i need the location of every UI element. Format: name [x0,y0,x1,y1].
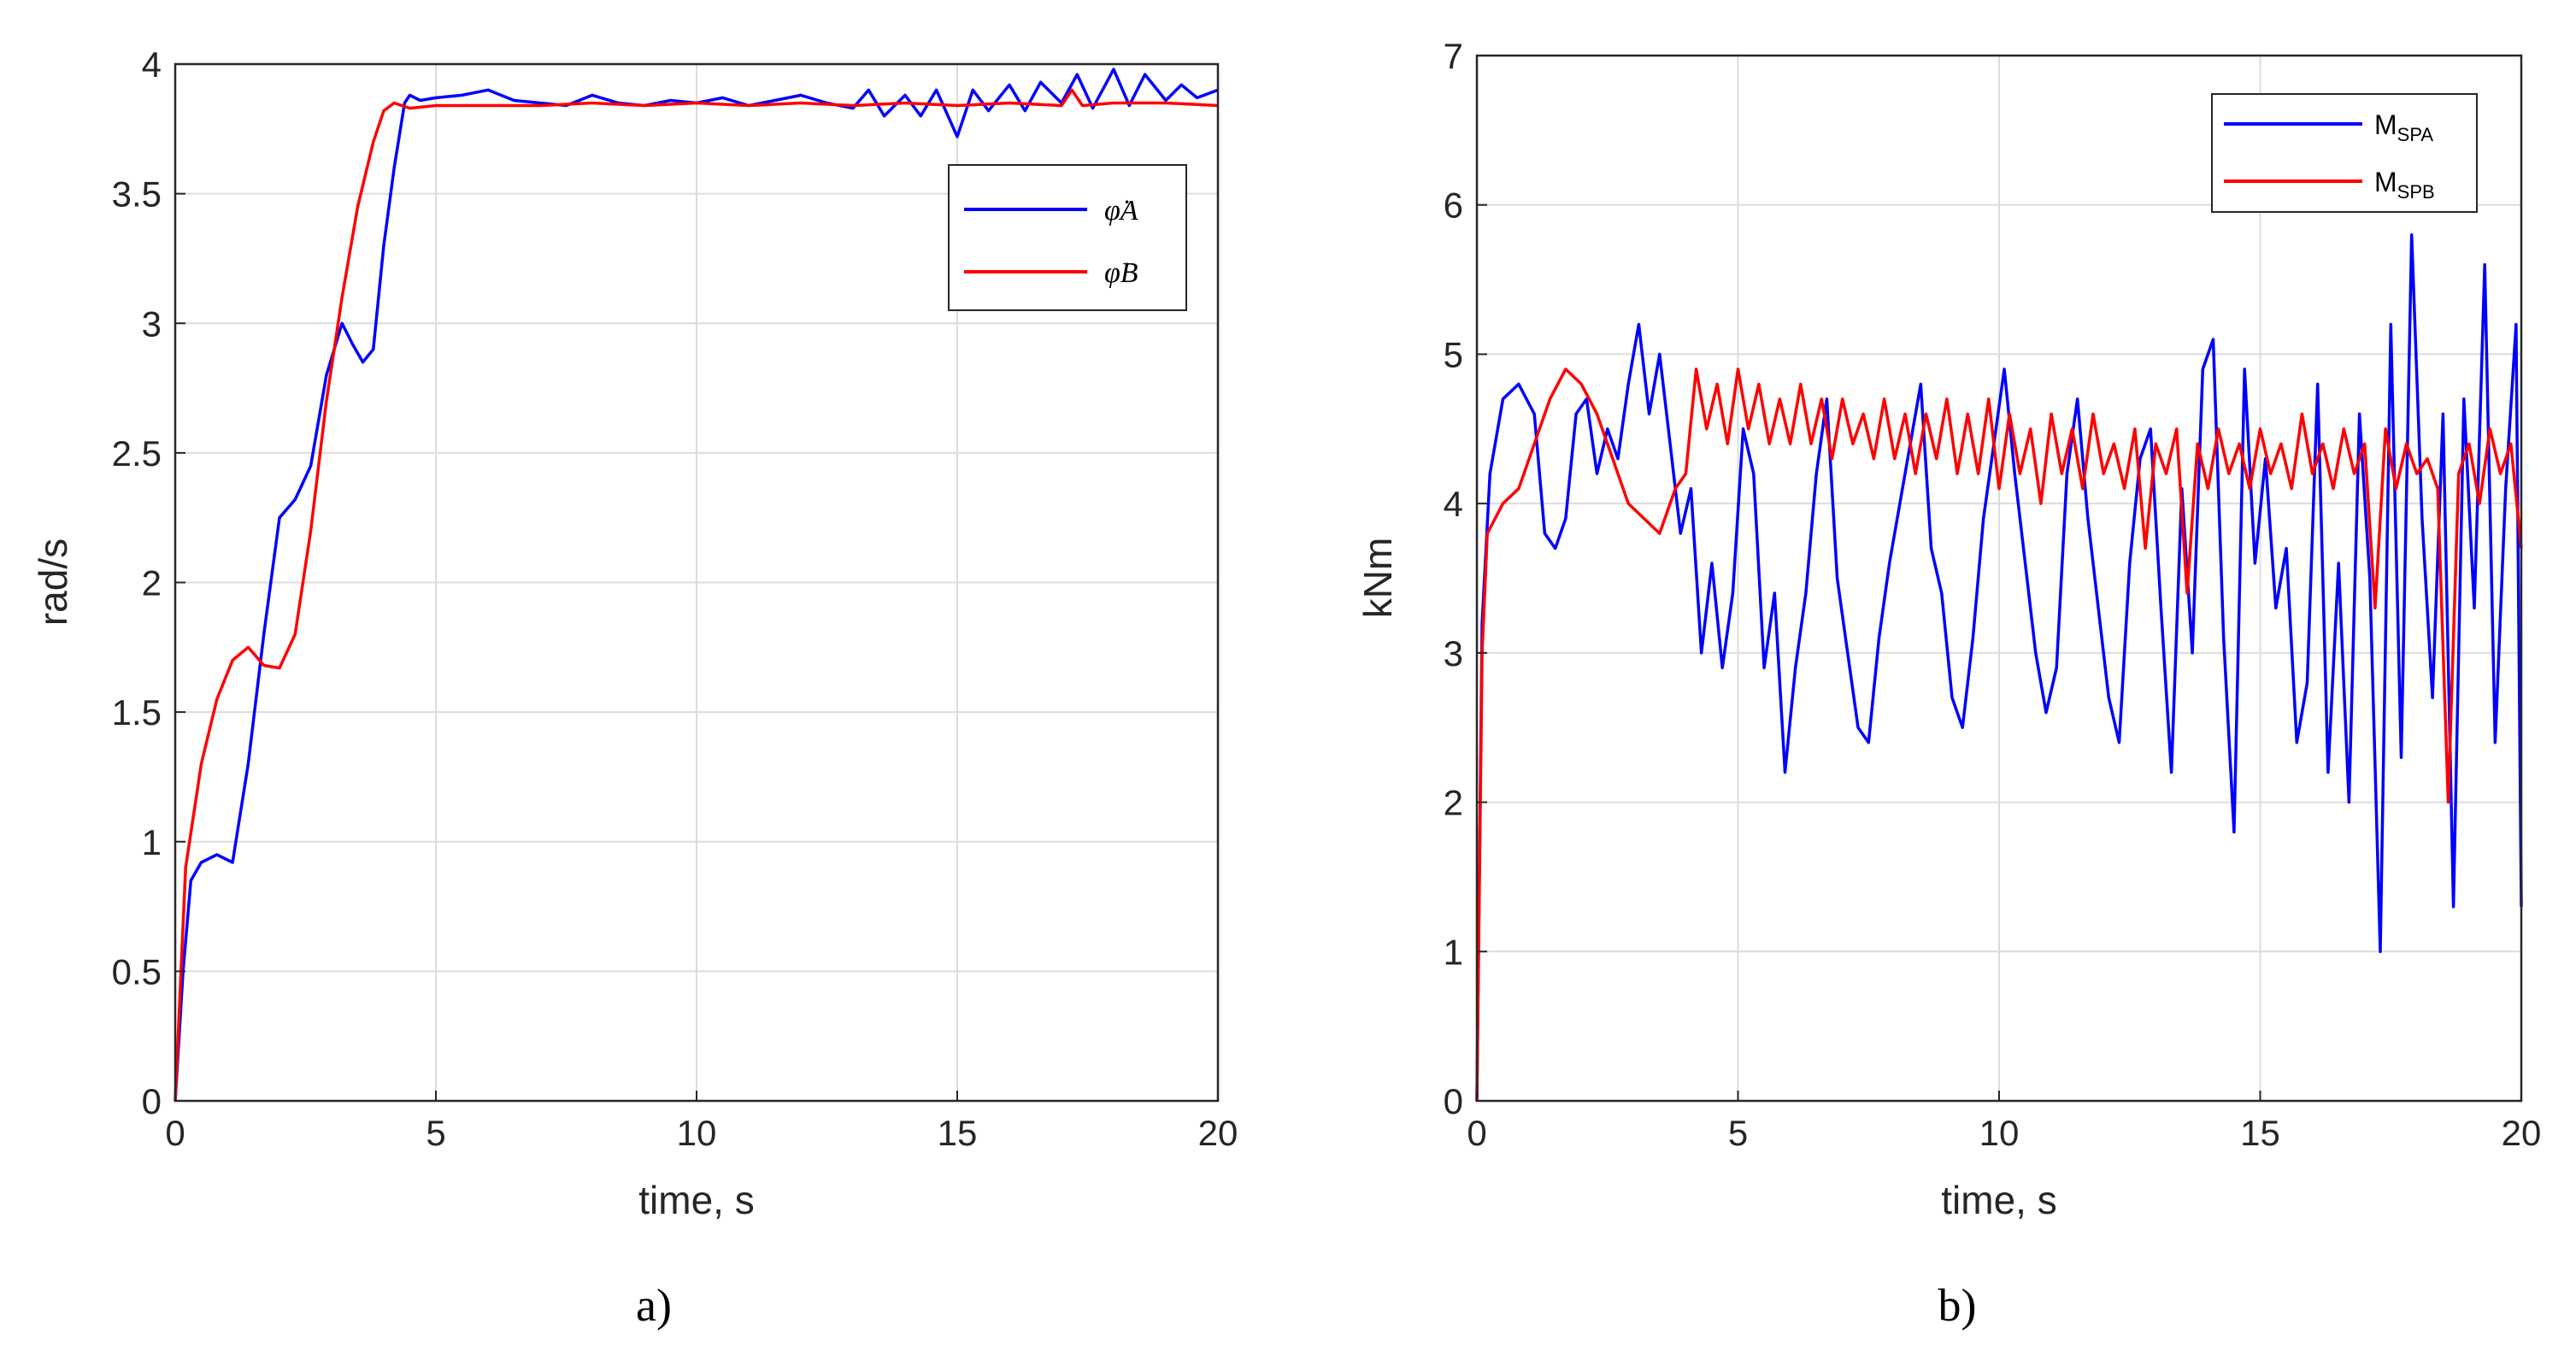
y-tick-label-a: 2.5 [112,433,162,474]
legend-b: MSPA MSPB [2211,93,2478,213]
y-tick-label-b: 0 [1444,1081,1463,1121]
x-tick-label-b: 15 [2240,1113,2280,1153]
y-tick-label-a: 1 [142,822,162,862]
y-tick-label-a: 0 [142,1081,162,1121]
y-tick-label-a: 0.5 [112,951,162,991]
legend-label-mspa: MSPA [2374,109,2433,145]
x-tick-label-b: 10 [1979,1113,2020,1153]
legend-a: φ̇A φ̇B [948,164,1187,311]
series-line-b-0 [1475,232,2523,1102]
x-tick-label-a: 5 [426,1113,445,1153]
legend-label-phiB: φ̇B [1104,257,1138,289]
y-tick-label-b: 4 [1444,484,1463,524]
x-tick-label-a: 0 [165,1113,185,1153]
y-tick-label-a: 2 [142,563,162,603]
y-tick-label-b: 3 [1444,633,1463,674]
y-tick-label-b: 2 [1444,783,1463,823]
y-tick-label-b: 7 [1444,36,1463,76]
series-a [173,68,1219,1102]
legend-label-phiA: φ̇A [1104,195,1138,226]
series-line-a-1 [173,88,1219,1102]
chart-b: 0 5 10 15 20 0 1 2 3 4 5 6 7 time, s kNm MSPA MSPB b… [1356,36,2541,1331]
y-tick-label-a: 3 [142,303,162,344]
y-tick-label-b: 1 [1444,932,1463,972]
ticks-a: 0 5 10 15 20 0 0.5 1 1.5 2 2.5 3 3.5 4 [112,44,1238,1153]
x-tick-label-a: 15 [938,1113,978,1153]
panel-label-b: b) [1938,1280,1977,1331]
y-tick-label-b: 6 [1444,185,1463,226]
panel-label-a: a) [636,1280,672,1331]
legend-box-a [948,164,1187,311]
legend-box-b [2211,93,2478,213]
legend-label-mspb: MSPB [2374,167,2435,203]
y-axis-label-b: kNm [1356,538,1400,619]
x-tick-label-b: 5 [1728,1113,1748,1153]
series-b [1475,232,2523,1102]
y-axis-label-a: rad/s [31,538,75,626]
ticks-b: 0 5 10 15 20 0 1 2 3 4 5 6 7 [1444,36,2542,1153]
y-tick-label-b: 5 [1444,334,1463,374]
x-axis-label-a: time, s [638,1178,754,1222]
x-tick-label-b: 0 [1467,1113,1486,1153]
y-tick-label-a: 4 [142,44,162,85]
x-tick-label-b: 20 [2502,1113,2542,1153]
series-line-b-1 [1475,368,2523,1102]
y-tick-label-a: 3.5 [112,174,162,215]
x-tick-label-a: 20 [1198,1113,1238,1153]
y-tick-label-a: 1.5 [112,692,162,732]
x-axis-label-b: time, s [1941,1178,2056,1222]
x-tick-label-a: 10 [677,1113,717,1153]
